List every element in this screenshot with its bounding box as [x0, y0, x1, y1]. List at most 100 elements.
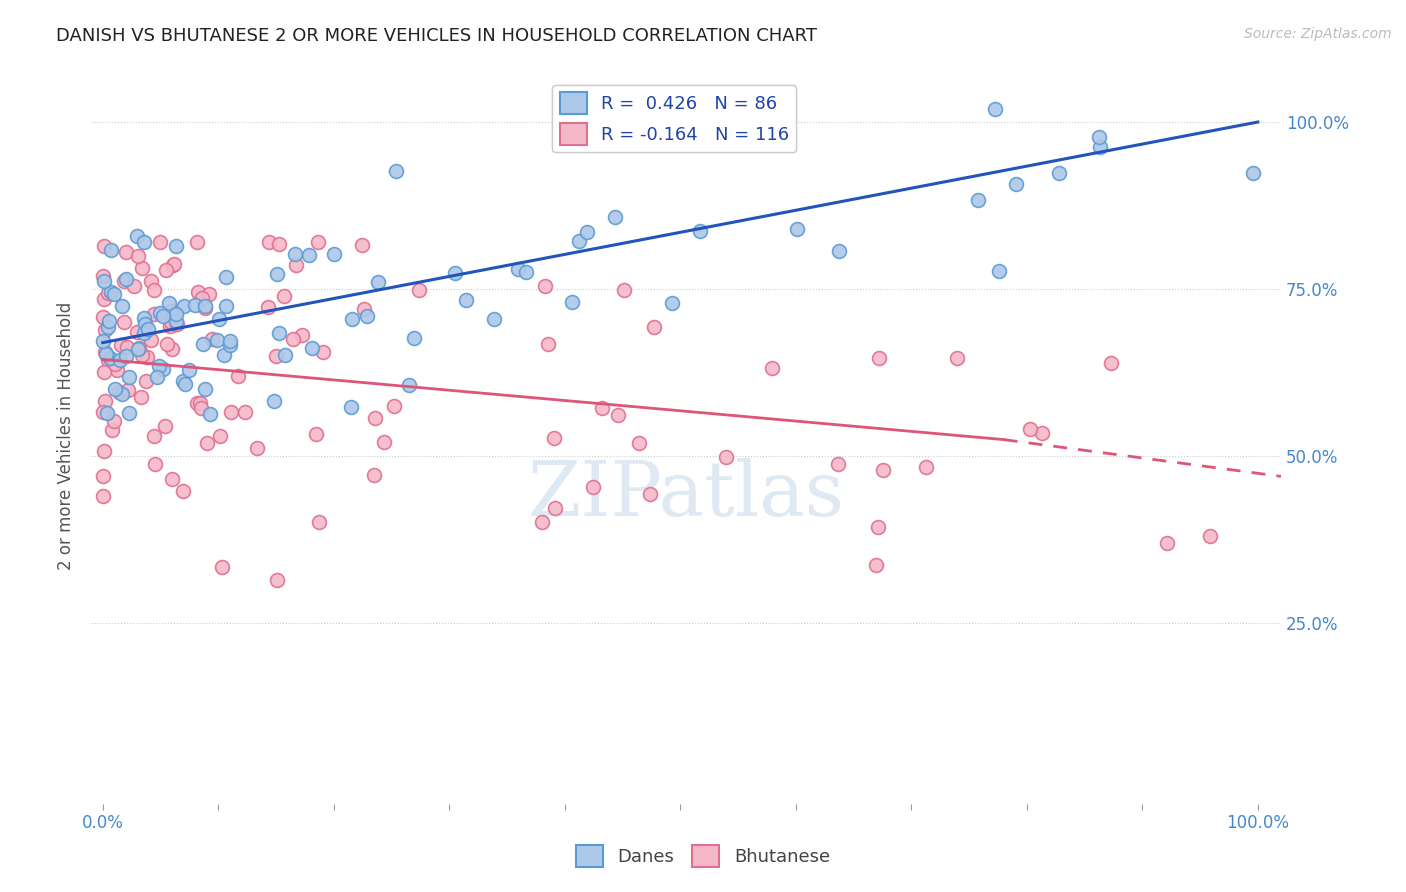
Point [506, 262, 529, 277]
Point [112, 315, 135, 329]
Point [398, 377, 420, 392]
Point [132, 326, 155, 340]
Point [219, 334, 242, 348]
Point [127, 249, 149, 263]
Point [198, 286, 221, 301]
Point [263, 394, 285, 409]
Point [582, 480, 605, 494]
Point [174, 377, 197, 392]
Point [533, 278, 555, 293]
Point [135, 350, 157, 364]
Point [97, 314, 120, 328]
Point [246, 441, 269, 455]
Point [91, 489, 114, 503]
Point [219, 338, 242, 352]
Point [104, 357, 127, 371]
Point [301, 342, 323, 356]
Point [482, 312, 505, 326]
Point [114, 244, 136, 259]
Point [283, 332, 305, 346]
Point [103, 414, 125, 428]
Point [157, 296, 180, 310]
Point [201, 332, 224, 346]
Point [93, 365, 115, 379]
Point [163, 257, 186, 271]
Point [987, 264, 1010, 278]
Point [142, 428, 165, 442]
Point [689, 224, 711, 238]
Point [139, 334, 162, 348]
Point [404, 331, 426, 345]
Point [828, 244, 851, 259]
Point [195, 435, 218, 450]
Point [1241, 166, 1264, 180]
Point [117, 383, 139, 397]
Point [166, 317, 188, 331]
Point [127, 342, 149, 356]
Text: ZIPatlas: ZIPatlas [527, 458, 845, 533]
Text: Source: ZipAtlas.com: Source: ZipAtlas.com [1244, 27, 1392, 41]
Point [786, 221, 808, 235]
Point [186, 395, 208, 409]
Point [91, 269, 114, 284]
Point [194, 300, 217, 314]
Point [94, 393, 117, 408]
Point [155, 419, 177, 434]
Point [128, 341, 150, 355]
Point [561, 295, 583, 310]
Point [143, 283, 166, 297]
Point [93, 274, 115, 288]
Point [93, 238, 115, 252]
Point [443, 266, 465, 280]
Point [156, 337, 179, 351]
Point [215, 270, 238, 285]
Point [155, 263, 177, 277]
Point [111, 386, 134, 401]
Point [94, 345, 117, 359]
Point [714, 450, 737, 465]
Point [139, 275, 162, 289]
Point [350, 238, 373, 252]
Point [160, 472, 183, 486]
Point [105, 363, 128, 377]
Point [1090, 140, 1112, 154]
Point [285, 258, 308, 272]
Point [207, 312, 229, 326]
Point [143, 307, 166, 321]
Point [1156, 535, 1178, 549]
Point [211, 560, 233, 574]
Point [149, 306, 172, 320]
Point [97, 285, 120, 300]
Point [1031, 425, 1053, 440]
Point [184, 298, 207, 312]
Point [160, 342, 183, 356]
Point [98, 351, 121, 365]
Point [96, 407, 118, 421]
Point [322, 247, 344, 261]
Point [984, 102, 1007, 116]
Point [187, 285, 209, 300]
Point [97, 353, 120, 368]
Point [91, 405, 114, 419]
Legend: Danes, Bhutanese: Danes, Bhutanese [568, 838, 838, 874]
Point [165, 308, 187, 322]
Point [146, 370, 169, 384]
Point [613, 283, 636, 297]
Point [91, 469, 114, 483]
Point [129, 390, 152, 404]
Point [543, 431, 565, 445]
Point [91, 310, 114, 324]
Point [190, 396, 212, 410]
Point [946, 351, 969, 365]
Point [643, 319, 665, 334]
Point [131, 260, 153, 275]
Point [165, 239, 187, 253]
Point [226, 368, 249, 383]
Point [186, 235, 208, 250]
Point [96, 347, 118, 361]
Point [576, 225, 599, 239]
Point [273, 289, 295, 303]
Point [103, 287, 125, 301]
Point [115, 340, 138, 354]
Point [149, 235, 172, 250]
